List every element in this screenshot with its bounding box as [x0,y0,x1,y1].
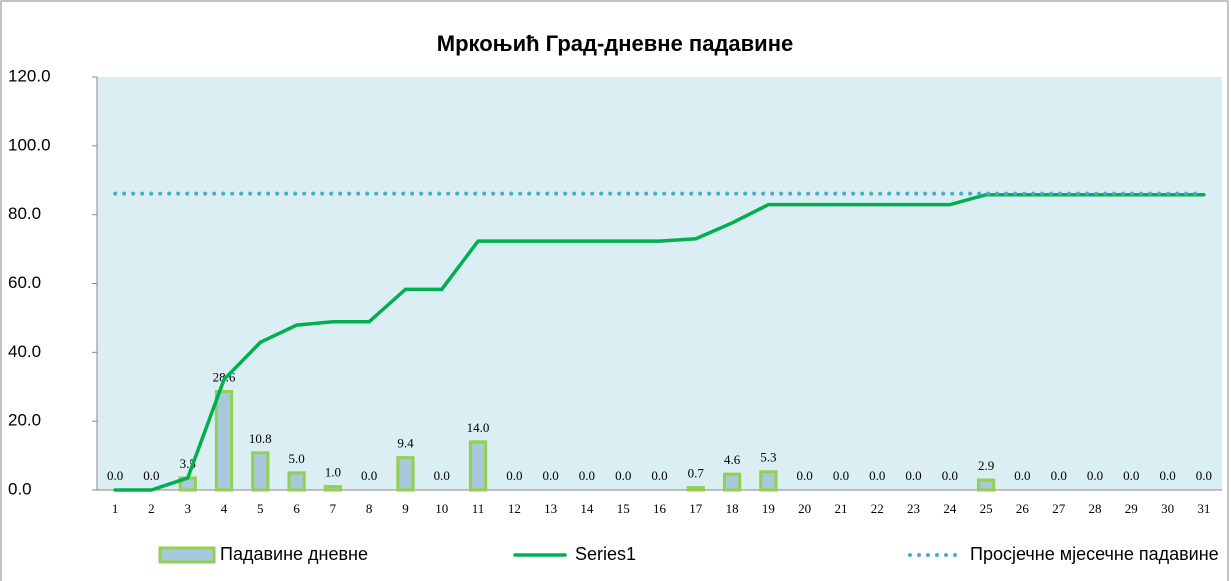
x-tick-label: 14 [580,501,594,516]
data-label: 0.0 [543,468,559,483]
legend-label: Series1 [575,544,636,564]
legend-swatch [158,546,216,564]
bar [759,470,778,492]
x-tick-label: 20 [798,501,811,516]
bar [251,451,270,492]
data-label: 0.0 [869,468,885,483]
data-label: 0.0 [615,468,631,483]
data-label: 2.9 [978,458,994,473]
data-label: 0.0 [905,468,921,483]
x-tick-label: 1 [112,501,119,516]
x-tick-label: 21 [834,501,847,516]
x-tick-label: 3 [184,501,191,516]
data-label: 5.0 [288,451,304,466]
data-label: 0.0 [1196,468,1212,483]
data-label: 0.0 [1051,468,1067,483]
data-label: 0.0 [579,468,595,483]
bar [468,440,488,492]
data-label: 0.0 [833,468,849,483]
data-label: 10.8 [249,431,272,446]
x-tick-label: 31 [1197,501,1210,516]
data-label: 0.0 [1159,468,1175,483]
data-label: 5.3 [760,450,776,465]
bar [287,471,306,492]
y-tick-label: 80.0 [8,204,41,223]
data-label: 1.0 [325,465,341,480]
data-label: 0.7 [688,466,705,481]
x-tick-label: 5 [257,501,264,516]
bar [976,478,996,492]
plot-area [97,77,1222,490]
x-tick-label: 24 [943,501,957,516]
x-tick-label: 23 [907,501,920,516]
data-label: 0.0 [434,468,450,483]
bar [323,485,343,492]
x-tick-label: 9 [402,501,409,516]
legend-label: Падавине дневне [220,544,368,564]
x-tick-label: 6 [293,501,300,516]
bar [396,456,415,492]
data-label: 0.0 [361,468,377,483]
x-tick-label: 11 [472,501,485,516]
x-tick-label: 18 [726,501,739,516]
data-label: 0.0 [506,468,522,483]
legend-label: Просјечне мјесечне падавине [970,544,1219,564]
data-label: 0.0 [1087,468,1103,483]
x-tick-label: 15 [617,501,630,516]
x-tick-label: 7 [330,501,337,516]
data-label: 0.0 [143,468,159,483]
bar [722,472,742,492]
x-tick-label: 12 [508,501,521,516]
x-tick-label: 10 [435,501,448,516]
line [113,192,1206,492]
x-tick-label: 2 [148,501,155,516]
x-tick-label: 26 [1016,501,1030,516]
x-tick-label: 17 [689,501,703,516]
data-label: 0.0 [797,468,813,483]
data-label: 14.0 [467,420,490,435]
x-tick-label: 13 [544,501,557,516]
data-label: 9.4 [397,436,414,451]
y-tick-label: 120.0 [8,66,51,85]
y-tick-label: 40.0 [8,342,41,361]
chart-title: Мркоњић Град-дневне падавине [437,31,793,56]
x-tick-label: 25 [980,501,993,516]
data-label: 0.0 [942,468,958,483]
y-tick-label: 0.0 [8,479,32,498]
bar [214,390,234,492]
y-tick-label: 60.0 [8,273,41,292]
data-label: 0.0 [107,468,123,483]
data-label: 0.0 [651,468,667,483]
x-tick-label: 8 [366,501,373,516]
y-tick-label: 100.0 [8,135,51,154]
x-tick-label: 19 [762,501,775,516]
bar [686,486,705,492]
x-tick-label: 22 [871,501,884,516]
x-tick-label: 27 [1052,501,1066,516]
x-tick-label: 29 [1125,501,1138,516]
data-label: 0.0 [1123,468,1139,483]
x-tick-label: 30 [1161,501,1174,516]
data-label: 0.0 [1014,468,1030,483]
x-tick-label: 16 [653,501,667,516]
data-label: 4.6 [724,452,741,467]
x-tick-label: 4 [221,501,228,516]
x-tick-label: 28 [1088,501,1101,516]
y-tick-label: 20.0 [8,411,41,430]
